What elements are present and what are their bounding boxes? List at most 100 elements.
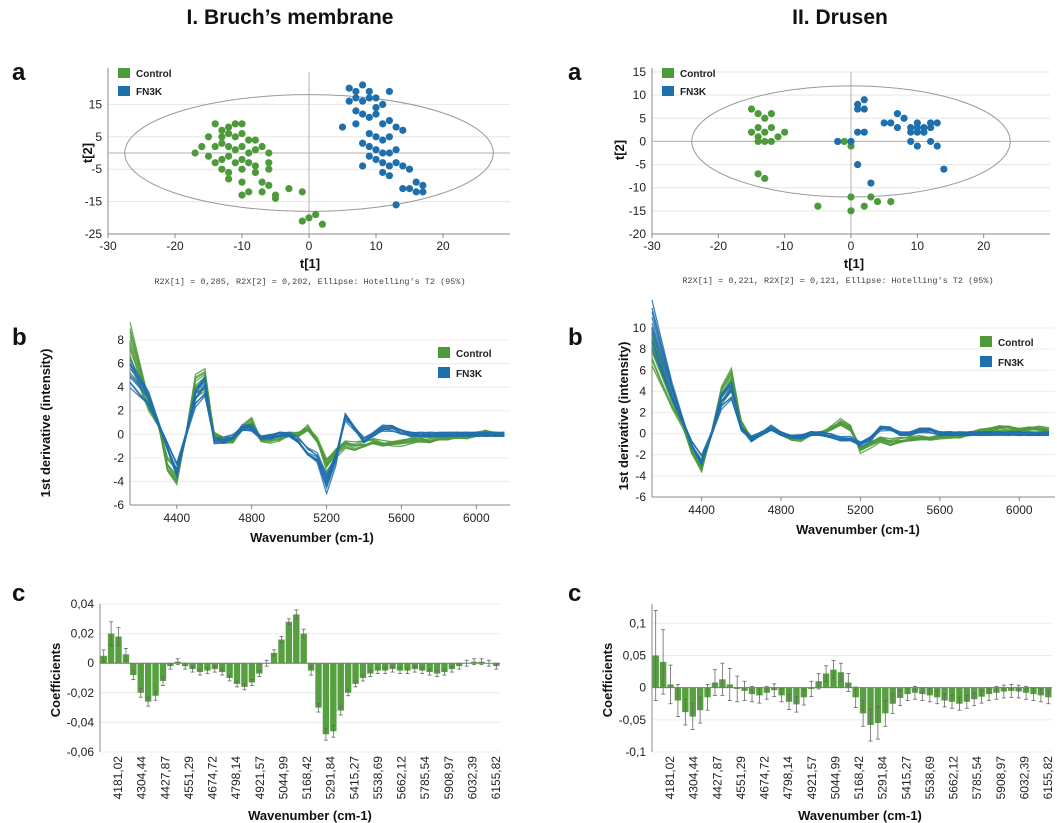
model-footer: R2X[1] = 0,221, R2X[2] = 0,121, Ellipse:… xyxy=(682,276,993,286)
scatter-point-control xyxy=(298,188,306,196)
scatter-point-fn3k xyxy=(907,137,915,146)
spectrum-line-fn3k xyxy=(129,374,505,484)
spectrum-line-control xyxy=(651,326,1050,474)
scatter-point-fn3k xyxy=(359,162,367,170)
scatter-point-fn3k xyxy=(365,142,373,151)
scatter-point-control xyxy=(211,120,219,128)
spectrum-line-control xyxy=(651,335,1050,472)
y-tick-label: 10 xyxy=(633,88,647,102)
y-tick-label: -25 xyxy=(85,227,103,241)
scatter-point-fn3k xyxy=(352,87,360,96)
y-tick-label: 0 xyxy=(639,134,646,148)
scatter-point-fn3k xyxy=(372,146,380,154)
scatter-point-fn3k xyxy=(854,128,862,136)
spectrum-line-control xyxy=(651,359,1050,461)
spectrum-line-fn3k xyxy=(129,362,505,490)
coefficient-bar xyxy=(144,663,152,702)
y-tick-label: 0 xyxy=(639,681,646,695)
y-axis-label: t[2] xyxy=(80,143,95,163)
y-tick-label: 6 xyxy=(639,363,646,377)
coefficient-bar xyxy=(396,663,404,671)
x-axis-label: t[1] xyxy=(844,256,864,271)
spectrum-line-control xyxy=(129,331,505,483)
coefficient-bar xyxy=(689,687,696,717)
scatter-point-fn3k xyxy=(880,119,888,127)
coefficient-bar xyxy=(874,687,882,724)
scatter-point-fn3k xyxy=(940,165,948,173)
scatter-point-fn3k xyxy=(847,137,855,146)
legend-label-control: Control xyxy=(456,349,492,360)
x-tick-label: 6155,82 xyxy=(1041,756,1055,800)
scatter-point-fn3k xyxy=(352,107,360,115)
scatter-point-control xyxy=(238,155,246,164)
coefficient-bar xyxy=(278,639,285,664)
coefficient-bar xyxy=(337,663,344,711)
x-tick-label: 5044,99 xyxy=(828,756,842,800)
legend-label-fn3k: FN3K xyxy=(136,87,163,98)
scatter-point-fn3k xyxy=(412,188,420,196)
scatter-point-fn3k xyxy=(405,165,414,173)
scatter-point-fn3k xyxy=(933,142,941,150)
y-tick-label: -0,04 xyxy=(67,715,95,729)
panel-label-i-b: b xyxy=(12,324,27,351)
coefficient-bar xyxy=(204,663,211,671)
y-tick-label: 8 xyxy=(639,342,646,356)
y-tick-label: -0,1 xyxy=(625,745,646,759)
x-tick-label: 4551,29 xyxy=(734,756,748,800)
scatter-point-control xyxy=(774,133,782,141)
scatter-point-control xyxy=(204,152,213,160)
scatter-point-control xyxy=(238,165,246,173)
y-tick-label: -6 xyxy=(635,490,646,504)
panel-label-ii-c: c xyxy=(568,580,581,607)
y-tick-label: -20 xyxy=(629,227,647,241)
scatter-point-control xyxy=(211,159,219,167)
x-tick-label: 4674,72 xyxy=(758,756,772,800)
coefficient-bar xyxy=(359,663,367,678)
scatter-point-control xyxy=(251,162,259,170)
legend-label-control: Control xyxy=(136,69,172,80)
coefficient-bar xyxy=(241,663,248,687)
scatter-point-control xyxy=(847,207,855,215)
coefficient-bar xyxy=(248,663,256,683)
y-tick-label: 2 xyxy=(639,406,646,420)
scatter-point-fn3k xyxy=(927,137,935,146)
spectrum-line-fn3k xyxy=(651,341,1050,457)
x-tick-label: 6000 xyxy=(463,511,490,525)
x-axis-label: Wavenumber (cm-1) xyxy=(248,808,372,823)
panel-label-i-a: a xyxy=(12,59,26,86)
scatter-point-fn3k xyxy=(365,94,373,102)
coefficient-bar xyxy=(130,663,137,676)
coefficient-bar xyxy=(233,663,241,684)
coefficient-bar xyxy=(426,663,433,673)
coefficient-bar xyxy=(404,663,411,671)
scatter-point-fn3k xyxy=(860,128,868,136)
x-tick-label: 4921,57 xyxy=(805,756,819,800)
x-axis-label: Wavenumber (cm-1) xyxy=(798,808,922,823)
scatter-point-control xyxy=(867,193,875,201)
y-tick-label: 15 xyxy=(89,97,103,111)
spectrum-line-fn3k xyxy=(651,311,1050,466)
x-tick-label: 20 xyxy=(436,239,450,253)
panel-i-c: c -0,06 -0,04 -0,02 0 0,02 0,04 4181,02 4304,44 4… xyxy=(12,580,503,823)
x-tick-label: 5168,42 xyxy=(852,756,866,800)
scatter-point-control xyxy=(238,142,246,151)
spectrum-line-fn3k xyxy=(129,359,505,496)
spectrum-line-fn3k xyxy=(129,382,505,476)
coefficient-bar xyxy=(270,652,278,664)
y-tick-label: -2 xyxy=(113,451,124,465)
y-tick-label: 0 xyxy=(87,656,94,670)
coefficient-bar xyxy=(219,663,226,673)
scatter-point-fn3k xyxy=(379,120,387,128)
scatter-point-control xyxy=(312,210,320,219)
y-tick-label: 0 xyxy=(117,427,124,441)
scatter-point-fn3k xyxy=(345,84,353,92)
x-tick-label: 4400 xyxy=(163,511,190,525)
scatter-point-fn3k xyxy=(392,146,400,154)
x-tick-label: 5168,42 xyxy=(300,756,314,800)
x-axis-label: t[1] xyxy=(300,256,320,271)
y-tick-label: 10 xyxy=(633,321,647,335)
scatter-point-control xyxy=(225,142,233,151)
x-tick-label: 5044,99 xyxy=(276,756,290,800)
coefficient-bar xyxy=(293,614,300,664)
scatter-point-control xyxy=(887,198,895,206)
